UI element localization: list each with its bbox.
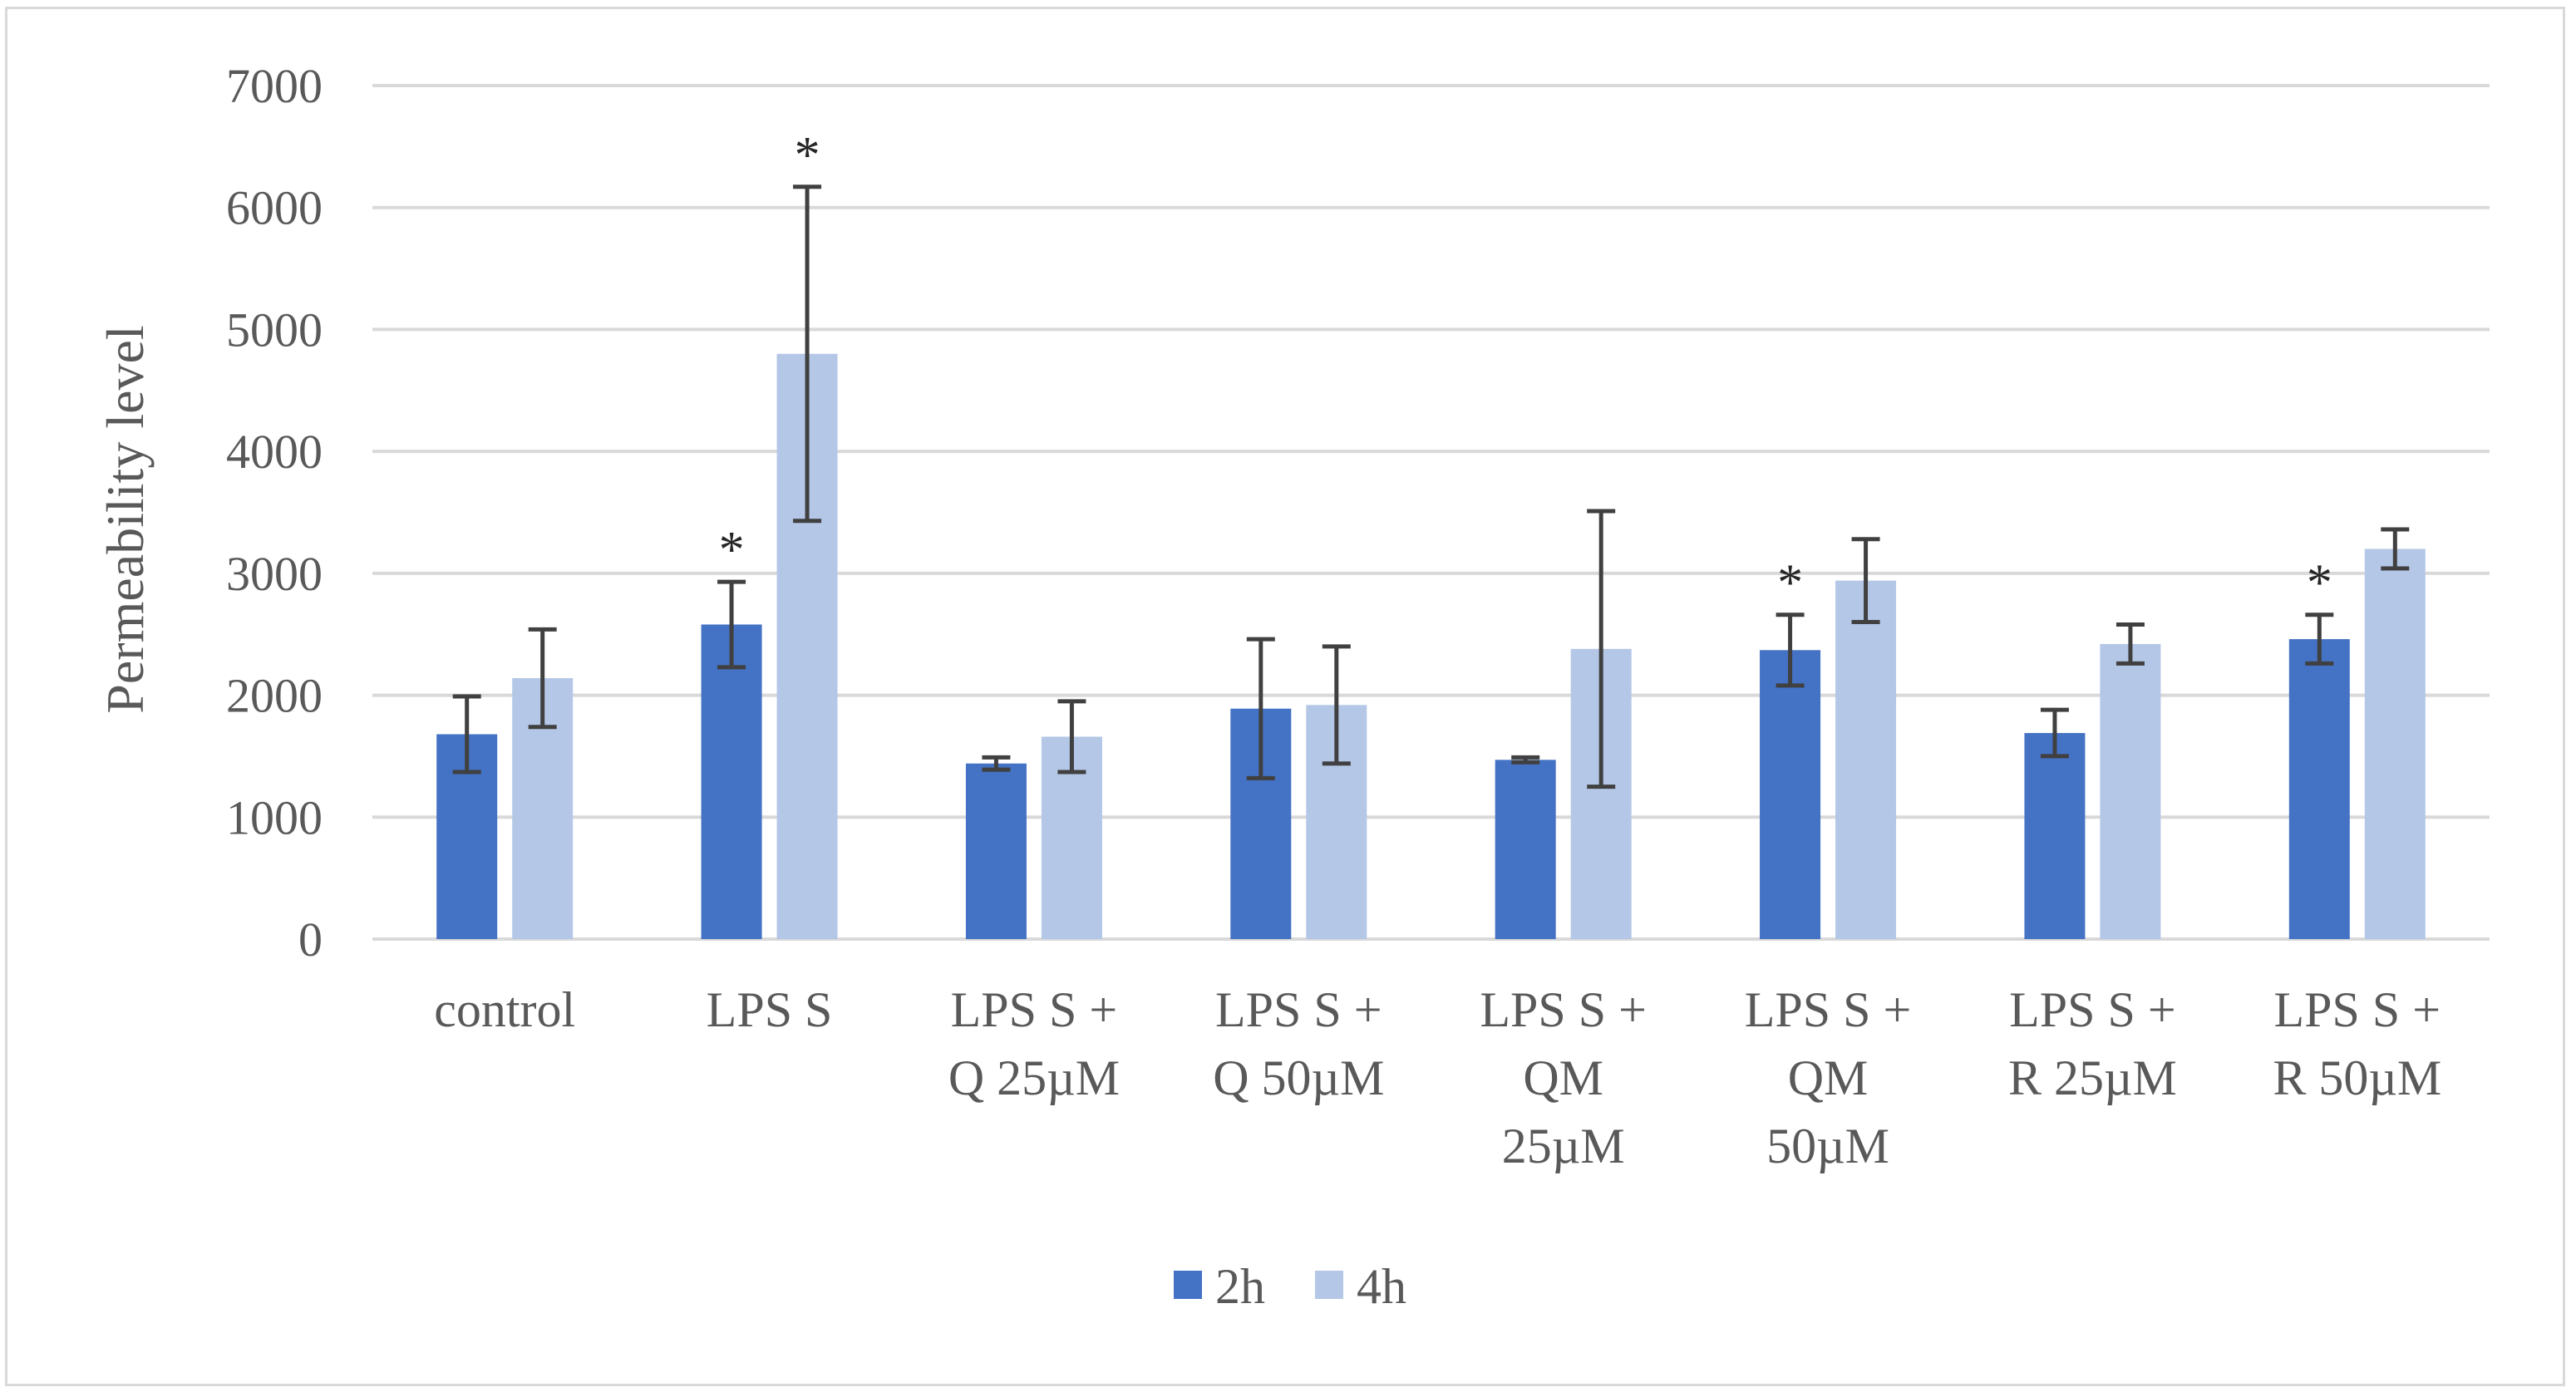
category-label: 25µM: [1502, 1119, 1625, 1173]
category-label: LPS S +: [1480, 982, 1647, 1037]
significance-star: *: [1777, 555, 1803, 612]
error-bar-2h-0: [452, 694, 481, 775]
gridlines: [372, 84, 2490, 941]
category-label: LPS S +: [2274, 982, 2441, 1037]
y-tick-label: 2000: [226, 669, 323, 723]
category-label: R 25µM: [2008, 1050, 2177, 1105]
bar-2h-4: [1495, 760, 1556, 939]
error-bar-2h-4: [1511, 755, 1540, 765]
bar-2h-6: [2024, 733, 2086, 939]
error-bar-4h-4: [1587, 509, 1616, 790]
error-bar-4h-3: [1322, 644, 1351, 766]
category-label: LPS S +: [1745, 982, 1912, 1037]
error-bar-2h-6: [2040, 707, 2069, 759]
y-tick-label: 1000: [226, 790, 323, 844]
significance-markers: * * * *: [719, 127, 2332, 612]
category-label: control: [434, 982, 575, 1037]
error-bar-4h-2: [1057, 699, 1086, 775]
error-bar-2h-2: [982, 755, 1011, 772]
error-bar-2h-1: [717, 579, 746, 670]
bar-2h-2: [965, 763, 1027, 939]
legend-label-4h: 4h: [1357, 1259, 1406, 1314]
y-tick-label: 0: [298, 912, 323, 967]
error-bar-4h-6: [2115, 622, 2145, 666]
legend-swatch-2h: [1174, 1271, 1202, 1299]
error-bar-4h-7: [2381, 527, 2410, 571]
error-bar-4h-1: [793, 184, 822, 524]
y-tick-label: 6000: [226, 181, 323, 235]
error-bar-2h-3: [1246, 637, 1275, 780]
bars: [436, 353, 2426, 939]
bar-2h-5: [1760, 650, 1821, 939]
category-label: LPS S +: [1215, 982, 1382, 1037]
category-label: QM: [1523, 1050, 1603, 1105]
bar-4h-6: [2100, 643, 2161, 939]
category-label: R 50µM: [2273, 1050, 2441, 1105]
category-label: LPS S +: [951, 982, 1118, 1037]
legend-label-2h: 2h: [1215, 1259, 1265, 1314]
category-label: Q 25µM: [948, 1050, 1120, 1105]
bar-4h-5: [1835, 580, 1897, 939]
legend-swatch-4h: [1315, 1271, 1343, 1299]
y-axis-tick-labels: 0 1000 2000 3000 4000 5000 6000 7000: [226, 59, 323, 967]
legend: 2h 4h: [1174, 1259, 1406, 1314]
significance-star: *: [795, 127, 820, 184]
y-tick-label: 7000: [226, 59, 323, 113]
category-label: 50µM: [1766, 1119, 1889, 1173]
error-bars: [452, 184, 2410, 790]
bar-4h-7: [2364, 548, 2426, 939]
category-label: Q 50µM: [1213, 1050, 1384, 1105]
error-bar-2h-5: [1776, 612, 1805, 688]
error-bar-4h-0: [528, 627, 557, 730]
category-label: LPS S: [707, 982, 833, 1037]
y-tick-label: 3000: [226, 547, 323, 601]
significance-star: *: [719, 522, 745, 578]
y-axis-title: Permeability level: [96, 325, 155, 713]
y-tick-label: 5000: [226, 303, 323, 357]
category-label: QM: [1788, 1050, 1869, 1105]
significance-star: *: [2307, 555, 2332, 612]
error-bar-4h-5: [1851, 537, 1880, 625]
category-label: LPS S +: [2009, 982, 2176, 1037]
bar-2h-1: [701, 624, 762, 939]
error-bar-2h-7: [2305, 612, 2334, 666]
y-tick-label: 4000: [226, 425, 323, 479]
x-axis-category-labels: control LPS S LPS S + Q 25µM LPS S + Q 50µM LP…: [434, 982, 2441, 1173]
bar-2h-7: [2288, 639, 2350, 939]
